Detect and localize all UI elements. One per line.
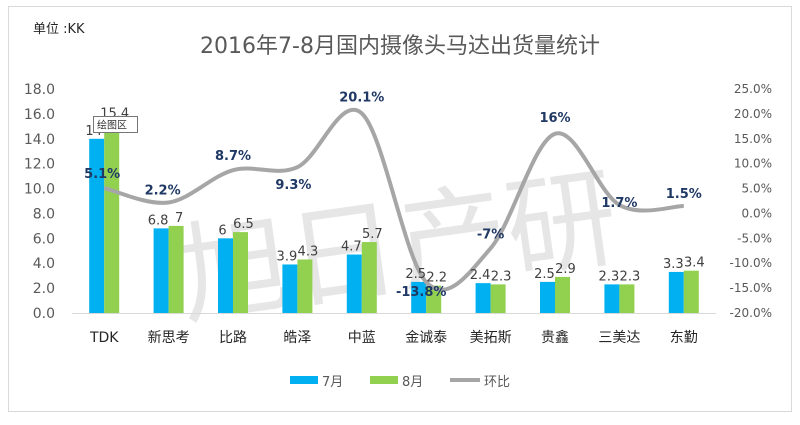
bar-label-jul: 2.5 <box>405 267 426 282</box>
left-axis-tick: 14.0 <box>24 132 55 148</box>
bar-jul <box>540 281 555 313</box>
bar-jul <box>282 264 298 313</box>
category-label: 美拓斯 <box>470 330 512 346</box>
category-label: 东勤 <box>670 330 698 346</box>
bar-label-aug: 6.5 <box>233 217 254 232</box>
bar-label-jul: 3.9 <box>277 249 298 264</box>
bar-label-aug: 7 <box>175 211 183 226</box>
left-axis-tick: 2.0 <box>33 281 55 297</box>
left-axis-tick: 6.0 <box>33 231 55 247</box>
ratio-label: 5.1% <box>84 167 120 182</box>
bar-label-aug: 2.9 <box>555 262 576 277</box>
bar-jul <box>475 283 491 313</box>
right-axis-tick: 25.0% <box>734 82 772 96</box>
bar-aug <box>233 232 248 313</box>
unit-label: 单位 :KK <box>33 22 85 37</box>
category-label: TDK <box>89 330 119 346</box>
right-axis-tick: 0.0% <box>742 206 773 220</box>
left-axis-tick: 10.0 <box>24 182 55 198</box>
left-axis-tick: 16.0 <box>24 107 55 123</box>
bar-label-aug: 2.2 <box>426 271 447 286</box>
right-axis-tick: -15.0% <box>730 281 772 295</box>
tooltip-text: 绘图区 <box>97 119 127 132</box>
bar-aug <box>104 121 120 313</box>
bar-label-aug: 4.3 <box>298 244 319 259</box>
ratio-label: 1.7% <box>601 196 637 211</box>
bar-label-aug: 3.4 <box>684 256 705 271</box>
ratio-label: 1.5% <box>666 187 702 202</box>
ratio-label: 20.1% <box>339 90 384 105</box>
legend-swatch-aug <box>370 376 398 384</box>
bar-jul <box>218 238 233 313</box>
ratio-label: 8.7% <box>215 149 251 164</box>
ratio-label: 16% <box>539 111 570 126</box>
right-axis-tick: 10.0% <box>734 157 772 171</box>
bar-label-aug: 2.3 <box>620 269 641 284</box>
legend-label-aug: 8月 <box>402 375 423 390</box>
right-axis-tick: 20.0% <box>734 107 772 121</box>
left-axis-tick: 4.0 <box>33 256 55 272</box>
category-label: 贵鑫 <box>541 329 569 346</box>
bar-aug <box>619 284 635 313</box>
bar-aug <box>426 285 442 313</box>
ratio-line <box>103 108 684 292</box>
bar-label-jul: 2.3 <box>599 269 620 284</box>
bar-aug <box>361 242 377 313</box>
bar-aug <box>297 259 313 313</box>
category-label: 金诚泰 <box>405 330 447 346</box>
left-axis-tick: 18.0 <box>24 82 55 98</box>
left-axis-tick: 12.0 <box>24 157 55 173</box>
legend-label-ratio: 环比 <box>484 375 510 390</box>
left-axis-tick: 8.0 <box>33 206 55 222</box>
plot-area-tooltip: 绘图区 <box>93 116 138 133</box>
bar-label-jul: 3.3 <box>663 257 684 272</box>
ratio-label: 9.3% <box>275 178 311 193</box>
bar-label-aug: 5.7 <box>362 227 383 242</box>
bar-aug <box>490 284 506 313</box>
bar-jul <box>89 138 105 313</box>
right-axis-tick: -5.0% <box>737 231 772 245</box>
bar-label-jul: 2.5 <box>534 267 555 282</box>
bar-aug <box>555 276 570 313</box>
ratio-label: -7% <box>477 227 504 242</box>
right-axis-tick: 5.0% <box>742 182 773 196</box>
bar-aug <box>168 225 184 313</box>
right-axis-tick: -20.0% <box>730 306 772 320</box>
left-axis-tick: 0.0 <box>33 306 55 322</box>
category-label: 三美达 <box>598 330 640 346</box>
bar-jul <box>153 228 169 313</box>
bar-label-jul: 6 <box>218 223 226 238</box>
ratio-label: -13.8% <box>396 285 447 300</box>
bar-label-jul: 4.7 <box>341 240 362 255</box>
chart-title: 2016年7-8月国内摄像头马达出货量统计 <box>200 34 600 59</box>
bar-label-jul: 6.8 <box>148 213 169 228</box>
bar-jul <box>668 271 684 313</box>
bar-label-aug: 2.3 <box>491 269 512 284</box>
category-label: 比路 <box>219 330 247 346</box>
bar-label-jul: 2.4 <box>470 268 491 283</box>
category-label: 中蓝 <box>348 330 376 346</box>
bar-aug <box>683 270 699 313</box>
bar-jul <box>604 284 620 313</box>
legend: 7月 8月 环比 <box>290 375 510 390</box>
bar-jul <box>346 254 362 313</box>
legend-swatch-jul <box>290 376 318 384</box>
category-label: 新思考 <box>148 330 190 346</box>
category-label: 皓泽 <box>283 330 311 346</box>
ratio-label: 2.2% <box>145 183 181 198</box>
right-axis-tick: -10.0% <box>730 256 772 270</box>
legend-label-jul: 7月 <box>322 375 343 390</box>
bar-jul <box>411 281 427 313</box>
right-axis-tick: 15.0% <box>734 132 772 146</box>
